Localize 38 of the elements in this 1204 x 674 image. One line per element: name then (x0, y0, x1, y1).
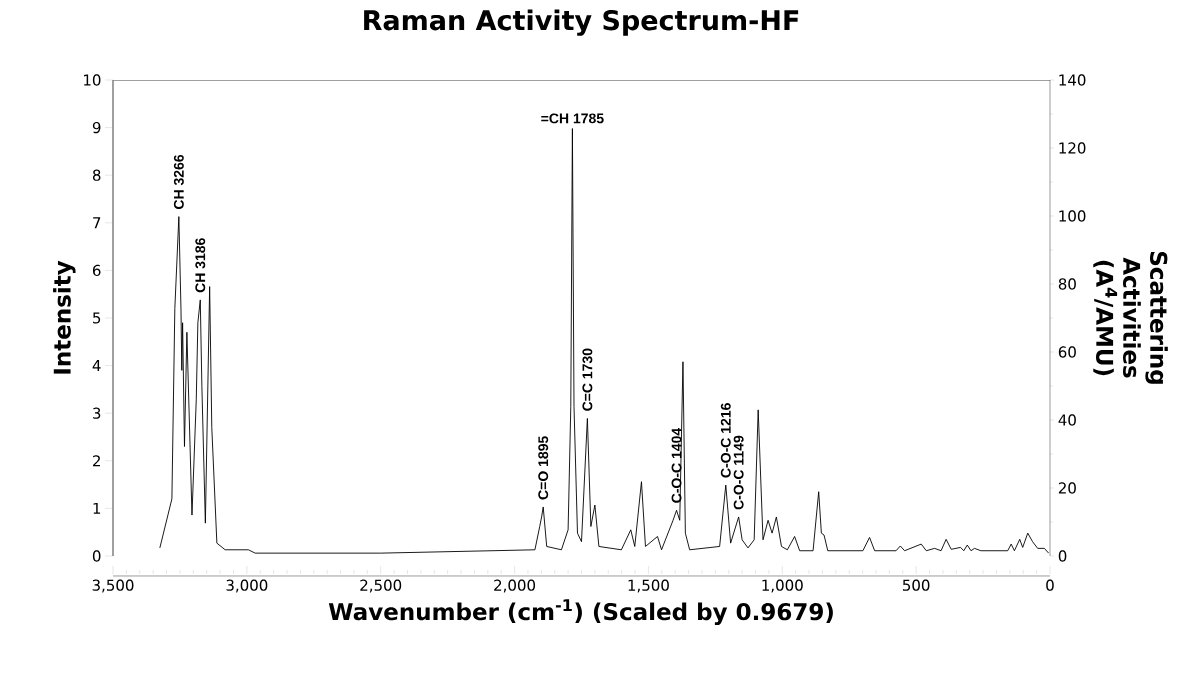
x-tick-label: 3,500 (92, 579, 134, 593)
y-tick-label: 7 (93, 217, 101, 229)
y2-tick-label: 20 (1058, 482, 1076, 494)
annotation: C-O-C 1404 (671, 427, 682, 503)
annotation: =CH 1785 (541, 113, 604, 124)
annotation: CH 3186 (195, 238, 206, 293)
x-tick-label: 2,500 (360, 579, 402, 593)
y2-tick-label: 100 (1059, 210, 1086, 222)
annotation: C=O 1895 (538, 436, 549, 500)
x-tick-label: 1,500 (628, 579, 669, 593)
annotation: CH 3266 (173, 154, 184, 210)
y-tick-label: 2 (93, 455, 100, 467)
y2-tick-label: 60 (1058, 346, 1076, 358)
y2-tick-label: 140 (1059, 74, 1086, 86)
y-axis-title: Intensity (53, 260, 76, 374)
y-tick-label: 8 (92, 169, 101, 181)
x-tick-label: 2,000 (494, 579, 536, 593)
y2-tick-label: 0 (1058, 550, 1067, 562)
chart-title: Raman Activity Spectrum-HF (364, 9, 799, 36)
annotation: C=C 1730 (582, 348, 593, 411)
x-tick-label: 1,000 (762, 579, 803, 593)
x-axis-title: Wavenumber (cm$^{-1}$) (Scaled by 0.9679) (328, 599, 833, 625)
y-tick-label: 10 (84, 74, 101, 86)
y-tick-label: 9 (92, 121, 101, 134)
y2-tick-label: 80 (1058, 278, 1076, 290)
x-tick-label: 500 (902, 579, 930, 591)
x-tick-label: 3,000 (226, 579, 268, 593)
y-tick-label: 4 (92, 360, 101, 372)
annotation: C-O-C 1149 (733, 435, 744, 510)
y2-tick-label: 40 (1058, 414, 1076, 426)
y-tick-label: 3 (93, 407, 101, 419)
x-tick-label: 0 (1046, 579, 1054, 591)
y-tick-label: 0 (92, 550, 101, 562)
y-tick-label: 5 (93, 312, 101, 324)
y-tick-label: 6 (92, 264, 101, 277)
y-tick-label: 1 (93, 502, 101, 514)
y2-tick-label: 120 (1059, 142, 1086, 154)
annotation: C-O-C 1216 (720, 403, 731, 478)
